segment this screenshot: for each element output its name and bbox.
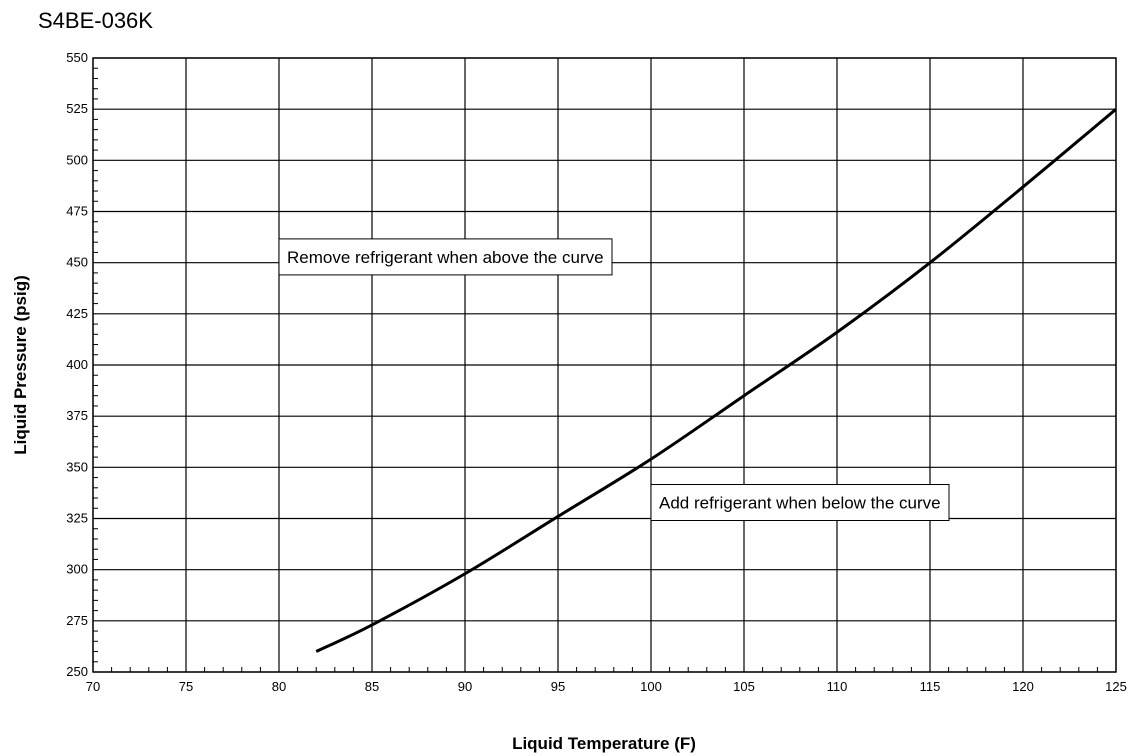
y-tick-label: 400 xyxy=(66,357,88,372)
y-tick-label: 375 xyxy=(66,408,88,423)
annotation: Add refrigerant when below the curve xyxy=(650,484,950,521)
x-tick-label: 70 xyxy=(86,679,100,694)
chart-title: S4BE-036K xyxy=(38,8,153,33)
x-tick-label: 120 xyxy=(1012,679,1034,694)
y-tick-label: 525 xyxy=(66,101,88,116)
minor-ticks xyxy=(93,67,1098,672)
annotation-box xyxy=(650,484,950,521)
y-tick-label: 300 xyxy=(66,562,88,577)
annotation: Remove refrigerant when above the curve xyxy=(278,238,613,276)
annotation-text: Add refrigerant when below the curve xyxy=(659,494,941,513)
x-tick-label: 115 xyxy=(920,679,941,694)
y-axis-title: Liquid Pressure (psig) xyxy=(11,275,30,454)
y-tick-label: 425 xyxy=(66,306,88,321)
x-tick-label: 110 xyxy=(827,679,848,694)
series xyxy=(315,108,1117,653)
y-tick-label: 325 xyxy=(66,511,88,526)
plot-frame xyxy=(92,57,1117,673)
annotations: Remove refrigerant when above the curve A… xyxy=(278,238,950,521)
annotation-text: Remove refrigerant when above the curve xyxy=(287,248,604,267)
annotation-box xyxy=(278,238,613,276)
x-tick-label: 100 xyxy=(640,679,662,694)
x-tick-label: 85 xyxy=(365,679,379,694)
y-tick-label: 475 xyxy=(66,204,88,219)
y-tick-label: 450 xyxy=(66,255,88,270)
y-tick-label: 500 xyxy=(66,152,88,167)
x-tick-label: 95 xyxy=(551,679,565,694)
y-tick-label: 350 xyxy=(66,459,88,474)
tick-labels: 70 75 80 85 90 95 100 105 110 115 120 125 250 275 300 3… xyxy=(66,50,1127,694)
x-tick-label: 80 xyxy=(272,679,286,694)
series-line xyxy=(315,108,1117,653)
y-tick-label: 550 xyxy=(66,50,88,65)
y-tick-label: 275 xyxy=(66,613,88,628)
y-tick-label: 250 xyxy=(66,664,88,679)
grid xyxy=(92,57,1117,673)
x-tick-label: 75 xyxy=(179,679,193,694)
x-tick-label: 105 xyxy=(733,679,755,694)
x-tick-label: 90 xyxy=(458,679,472,694)
x-axis-title: Liquid Temperature (F) xyxy=(512,734,696,753)
x-tick-label: 125 xyxy=(1105,679,1127,694)
